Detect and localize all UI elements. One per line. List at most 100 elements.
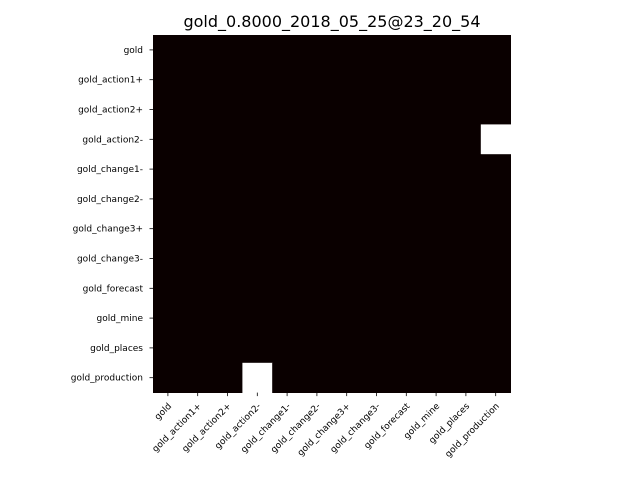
heatmap-cell — [182, 35, 213, 66]
heatmap-cell — [212, 124, 243, 155]
x-tick-label: gold — [153, 402, 174, 423]
heatmap-cell — [212, 333, 243, 364]
heatmap-cell — [361, 35, 392, 66]
heatmap-cell — [182, 94, 213, 125]
heatmap-cell — [302, 64, 333, 95]
heatmap-cell — [361, 94, 392, 125]
heatmap-cell — [331, 184, 362, 215]
heatmap-cell — [242, 333, 273, 364]
heatmap-cell — [153, 154, 184, 185]
heatmap-cell — [242, 273, 273, 304]
heatmap-cell — [451, 124, 482, 155]
heatmap-cell — [331, 64, 362, 95]
y-tick-label: gold_change1- — [77, 165, 143, 175]
heatmap-cell — [242, 184, 273, 215]
heatmap-cell — [153, 213, 184, 244]
heatmap-cell — [182, 333, 213, 364]
heatmap-cell — [421, 243, 452, 274]
heatmap-cell — [480, 64, 511, 95]
y-tick-label: gold_action2+ — [78, 106, 143, 116]
heatmap-cell — [153, 333, 184, 364]
heatmap-cell — [391, 184, 422, 215]
heatmap-cell — [242, 213, 273, 244]
heatmap-cell — [391, 243, 422, 274]
heatmap-cell — [361, 303, 392, 334]
heatmap-cell — [421, 64, 452, 95]
heatmap-cell — [272, 303, 303, 334]
heatmap-cell — [153, 273, 184, 304]
heatmap-cell — [391, 64, 422, 95]
heatmap-cell — [451, 94, 482, 125]
heatmap-cell — [331, 154, 362, 185]
heatmap-cell — [391, 362, 422, 393]
heatmap-cell — [272, 64, 303, 95]
heatmap-cell — [212, 94, 243, 125]
heatmap-cell — [212, 213, 243, 244]
heatmap-cell — [361, 362, 392, 393]
heatmap-cell — [331, 362, 362, 393]
heatmap-cell — [331, 303, 362, 334]
heatmap-cell — [391, 94, 422, 125]
heatmap-cell — [212, 303, 243, 334]
heatmap-cell — [212, 35, 243, 66]
heatmap-cell — [421, 213, 452, 244]
heatmap-cell — [480, 333, 511, 364]
heatmap-cell — [182, 362, 213, 393]
heatmap-cell — [272, 184, 303, 215]
heatmap-cell — [272, 154, 303, 185]
heatmap-cell — [421, 124, 452, 155]
heatmap-cell — [421, 303, 452, 334]
y-tick-label: gold_production — [71, 374, 143, 384]
heatmap-cell — [331, 243, 362, 274]
heatmap-cell — [480, 94, 511, 125]
heatmap-cell — [361, 154, 392, 185]
heatmap-cell — [451, 243, 482, 274]
heatmap-cell — [451, 154, 482, 185]
heatmap-cell — [391, 333, 422, 364]
heatmap-cell — [451, 184, 482, 215]
y-axis-ticks: gold gold_action1+ gold_action2+ gold_actio… — [71, 46, 153, 384]
heatmap-cell — [331, 124, 362, 155]
x-tick-label: gold_change3+ — [296, 402, 353, 459]
heatmap-cell — [272, 362, 303, 393]
heatmap-cell — [451, 35, 482, 66]
heatmap-cell — [421, 35, 452, 66]
heatmap-cell — [391, 303, 422, 334]
heatmap-cell — [391, 154, 422, 185]
y-tick-label: gold_change2- — [77, 195, 143, 205]
heatmap-cell — [302, 184, 333, 215]
heatmap-cell — [182, 154, 213, 185]
heatmap-cell — [272, 124, 303, 155]
heatmap-cell — [480, 154, 511, 185]
heatmap-cell — [480, 35, 511, 66]
heatmap-cell — [391, 273, 422, 304]
heatmap-cell — [421, 333, 452, 364]
heatmap-cell — [480, 362, 511, 393]
heatmap-cell — [153, 94, 184, 125]
heatmap-cell — [272, 213, 303, 244]
heatmap-cell — [212, 184, 243, 215]
heatmap-cell — [182, 213, 213, 244]
heatmap-cell — [480, 303, 511, 334]
heatmap-cell — [182, 243, 213, 274]
heatmap-cell — [302, 94, 333, 125]
heatmap-cell — [212, 64, 243, 95]
heatmap-cell — [421, 362, 452, 393]
heatmap-cell — [302, 243, 333, 274]
y-tick-label: gold_change3+ — [73, 225, 143, 235]
heatmap-cell — [182, 184, 213, 215]
heatmap-cell — [451, 273, 482, 304]
heatmap-cell — [153, 124, 184, 155]
heatmap-cell — [182, 124, 213, 155]
heatmap-cell — [302, 124, 333, 155]
heatmap-cell — [212, 243, 243, 274]
heatmap-cell — [242, 94, 273, 125]
heatmap-cell — [302, 35, 333, 66]
heatmap-cell — [272, 333, 303, 364]
y-tick-label: gold_change3- — [77, 255, 143, 265]
heatmap-cell — [153, 35, 184, 66]
heatmap-cell — [421, 94, 452, 125]
heatmap-cell — [242, 64, 273, 95]
heatmap-cell — [242, 154, 273, 185]
heatmap-cell — [391, 35, 422, 66]
